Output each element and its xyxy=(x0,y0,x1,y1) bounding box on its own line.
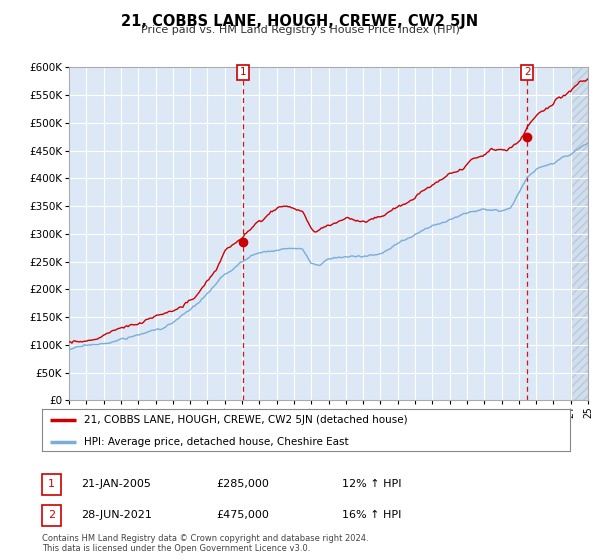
Text: 2: 2 xyxy=(48,510,55,520)
Text: 1: 1 xyxy=(48,479,55,489)
Text: 21-JAN-2005: 21-JAN-2005 xyxy=(81,479,151,489)
Text: 28-JUN-2021: 28-JUN-2021 xyxy=(81,510,152,520)
Text: HPI: Average price, detached house, Cheshire East: HPI: Average price, detached house, Ches… xyxy=(84,437,349,446)
Text: Contains HM Land Registry data © Crown copyright and database right 2024.: Contains HM Land Registry data © Crown c… xyxy=(42,534,368,543)
Text: 21, COBBS LANE, HOUGH, CREWE, CW2 5JN (detached house): 21, COBBS LANE, HOUGH, CREWE, CW2 5JN (d… xyxy=(84,415,408,425)
Text: £285,000: £285,000 xyxy=(216,479,269,489)
Text: 21, COBBS LANE, HOUGH, CREWE, CW2 5JN: 21, COBBS LANE, HOUGH, CREWE, CW2 5JN xyxy=(121,14,479,29)
Text: 2: 2 xyxy=(524,67,530,77)
Text: 16% ↑ HPI: 16% ↑ HPI xyxy=(342,510,401,520)
Text: This data is licensed under the Open Government Licence v3.0.: This data is licensed under the Open Gov… xyxy=(42,544,310,553)
Text: 1: 1 xyxy=(239,67,246,77)
Text: Price paid vs. HM Land Registry's House Price Index (HPI): Price paid vs. HM Land Registry's House … xyxy=(140,25,460,35)
Text: 12% ↑ HPI: 12% ↑ HPI xyxy=(342,479,401,489)
Bar xyxy=(571,67,588,400)
Text: £475,000: £475,000 xyxy=(216,510,269,520)
